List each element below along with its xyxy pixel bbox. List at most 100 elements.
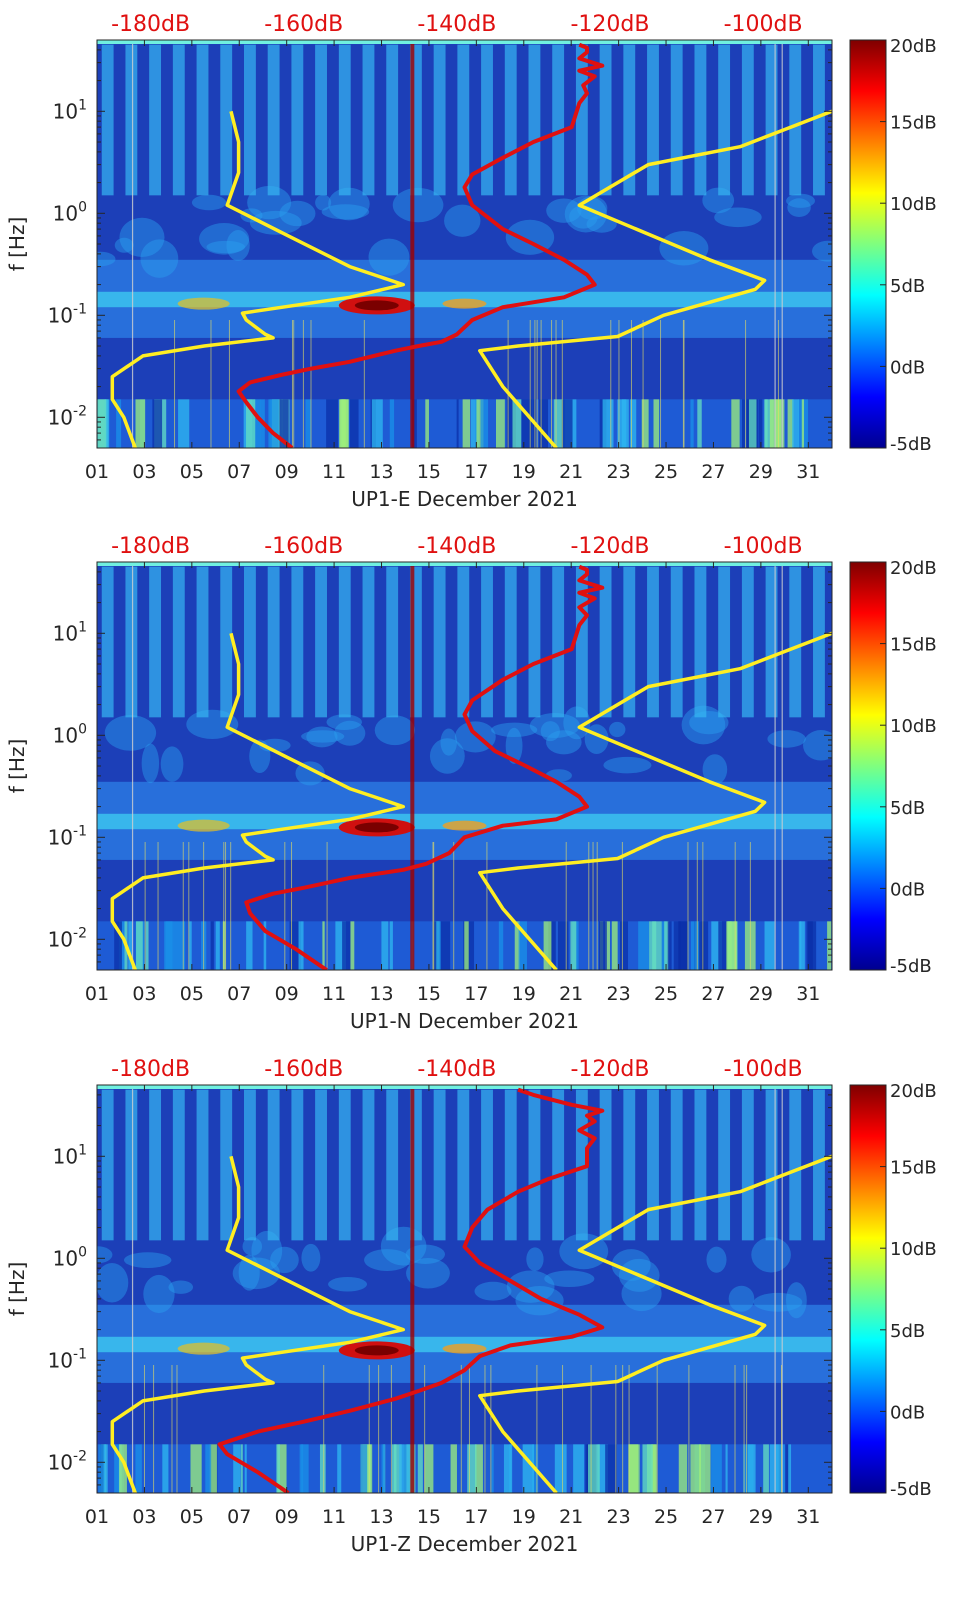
low-band-stripe [628, 1444, 640, 1493]
low-band-stripe [573, 1444, 585, 1493]
low-band-stripe [798, 921, 802, 970]
low-band-stripe [718, 921, 727, 970]
low-band-stripe [190, 1444, 202, 1493]
colorbar-label: 10dB [890, 194, 937, 215]
top-db-label: -100dB [724, 1057, 803, 1082]
low-band-stripe [553, 399, 564, 448]
low-band-stripe [301, 1444, 309, 1493]
mid-patch [611, 1249, 651, 1281]
low-band-stripe [349, 399, 359, 448]
low-band-stripe [557, 921, 569, 970]
mid-patch [97, 1262, 129, 1303]
low-band-stripe [785, 1444, 790, 1493]
mid-patch [586, 215, 617, 233]
daily-stripe [244, 44, 256, 196]
x-tick-label: 31 [796, 461, 820, 483]
daily-stripe [267, 566, 280, 718]
low-band-stripe [476, 399, 484, 448]
storm-core [354, 300, 399, 311]
daily-stripe [741, 566, 754, 718]
mid-patch [301, 1243, 321, 1272]
low-band-stripe [605, 1444, 617, 1493]
low-band-stripe [678, 921, 688, 970]
spectrogram-area [97, 40, 832, 448]
x-tick-label: 05 [180, 461, 204, 483]
daily-stripe [670, 44, 683, 196]
daily-stripe [220, 1089, 233, 1241]
daily-stripe [433, 1089, 446, 1241]
low-band-stripe [98, 1444, 106, 1493]
daily-stripe [196, 44, 209, 196]
low-band-stripe [498, 921, 504, 970]
curve-nlnm [110, 1155, 406, 1493]
daily-stripe [670, 566, 683, 718]
low-band-stripe [503, 1444, 513, 1493]
daily-stripe [362, 566, 375, 718]
colorbar-label: -5dB [890, 956, 932, 977]
low-band-stripe [173, 921, 186, 970]
low-band-stripe [424, 1444, 434, 1493]
curve-nhnm [478, 631, 832, 970]
daily-stripe [552, 566, 565, 718]
low-band-stripe [279, 399, 289, 448]
daily-stripe [813, 1089, 825, 1241]
daily-stripe [457, 566, 470, 718]
low-band-stripe [456, 399, 459, 448]
daily-stripe [599, 44, 612, 196]
x-tick-label: 05 [180, 983, 204, 1005]
mid-patch [160, 746, 184, 782]
mid-patch [803, 730, 832, 761]
x-tick-label: 07 [227, 983, 251, 1005]
low-band-stripe [389, 921, 393, 970]
top-db-label: -160dB [264, 12, 343, 37]
colorbar [849, 1084, 887, 1494]
mid-patch [406, 1258, 450, 1289]
daily-stripe [125, 1089, 138, 1241]
daily-stripe [718, 1089, 731, 1241]
mid-patch [140, 239, 179, 278]
x-tick-label: 05 [180, 1506, 204, 1528]
mid-patch [515, 1285, 564, 1316]
low-band-stripe [561, 399, 573, 448]
low-band-stripe [135, 1444, 142, 1493]
daily-stripe [552, 1089, 565, 1241]
x-tick-label: 23 [607, 983, 631, 1005]
daily-stripe [172, 44, 185, 196]
low-band-stripe [371, 399, 383, 448]
daily-stripe [765, 44, 778, 196]
low-band-stripe [470, 399, 478, 448]
low-band-stripe [118, 921, 126, 970]
mid-patch [786, 193, 815, 208]
x-tick-label: 01 [85, 983, 109, 1005]
daily-stripe [718, 44, 731, 196]
daily-stripe [552, 44, 565, 196]
mid-patch [104, 715, 157, 751]
low-band-stripe [128, 921, 133, 970]
x-tick-label: 25 [654, 461, 678, 483]
low-band-stripe [649, 921, 657, 970]
low-band-stripe [653, 399, 660, 448]
y-tick-label: 10-1 [48, 1346, 87, 1372]
low-band-stripe [694, 921, 705, 970]
daily-stripe [504, 44, 517, 196]
low-band-stripe [326, 399, 338, 448]
mid-patch [609, 721, 626, 738]
mid-patch [232, 1257, 281, 1290]
low-band-stripe [392, 1444, 402, 1493]
daily-stripe [694, 1089, 707, 1241]
low-band-stripe [399, 1444, 410, 1493]
daily-stripe [291, 44, 304, 196]
x-tick-label: 17 [464, 983, 488, 1005]
curve-nhnm [478, 1154, 832, 1493]
daily-stripe [741, 1089, 754, 1241]
mid-patch [364, 1249, 411, 1271]
mid-patch [123, 1252, 172, 1268]
low-band-stripe [748, 399, 757, 448]
colorbar-label: 0dB [890, 357, 925, 378]
low-band-stripe [638, 921, 650, 970]
x-tick-label: 23 [607, 461, 631, 483]
colorbar-label: 15dB [890, 113, 937, 134]
low-band-stripe [178, 399, 190, 448]
low-band-stripe [104, 399, 110, 448]
low-band-stripe [495, 399, 505, 448]
